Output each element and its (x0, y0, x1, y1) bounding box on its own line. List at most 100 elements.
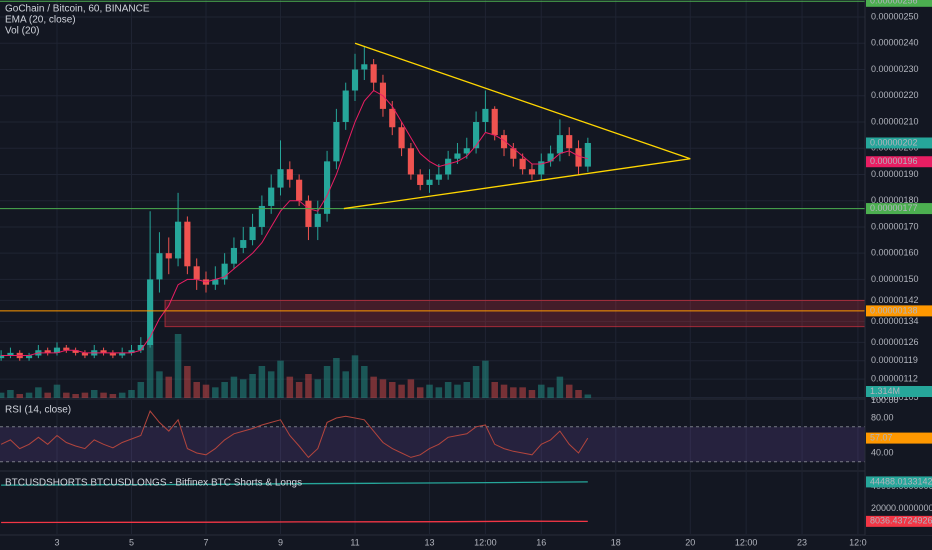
price-axis (865, 0, 932, 535)
candle-body (473, 121, 480, 149)
candle-body (258, 205, 265, 227)
x-tick-label: 12:0 (849, 537, 867, 547)
pane (1, 472, 859, 534)
volume-bar (72, 394, 79, 398)
y-tick-label: 0.00000230 (871, 64, 919, 74)
volume-bar (454, 384, 461, 398)
candle-body (137, 345, 144, 351)
volume-bar (239, 379, 247, 398)
candle-body (25, 355, 33, 359)
candle-body (212, 279, 219, 285)
candle-body (547, 153, 554, 162)
candle-body (370, 64, 377, 83)
y-tick-label: 40.00 (871, 447, 894, 457)
legend-shorts-longs: BTCUSDSHORTS BTCUSDLONGS - Bitfinex BTC … (5, 478, 302, 489)
candle-body (174, 221, 182, 259)
volume-bar (249, 374, 256, 398)
volume-bar (25, 392, 33, 398)
y-tick-label: 0.00000250 (871, 11, 919, 21)
price-tag: 0.00000196 (870, 156, 918, 166)
price-tag: 0.00000138 (870, 305, 918, 315)
candle-body (0, 355, 5, 359)
x-tick-label: 12:00 (474, 537, 497, 547)
y-tick-label: 0.00000180 (871, 195, 919, 205)
candle-body (147, 279, 154, 346)
price-tag-bg (866, 137, 932, 149)
candle-body (351, 69, 359, 91)
volume-bar (286, 376, 294, 398)
price-tag: 1.314M (870, 386, 900, 396)
candle-body (361, 64, 368, 70)
y-tick-label: 0.00000134 (871, 316, 919, 326)
candle-body (221, 263, 228, 280)
volume-bar (565, 384, 573, 398)
volume-bar (444, 382, 452, 398)
series-line (1, 520, 588, 524)
volume-bar (100, 392, 107, 398)
y-tick-label: 0.00000220 (871, 90, 919, 100)
volume-bar (500, 384, 508, 398)
volume-bar (277, 360, 284, 398)
volume-bar (267, 371, 275, 398)
candle-body (510, 148, 517, 159)
pane (0, 400, 865, 470)
price-tag-bg (866, 305, 932, 317)
volume-bar (361, 366, 368, 398)
price-tag-bg (866, 385, 932, 397)
y-tick-label: 0.00000119 (871, 355, 918, 365)
volume-bar (137, 382, 145, 398)
x-tick-label: 5 (129, 537, 134, 547)
candle-body (324, 161, 331, 214)
y-tick-label: 0.00000126 (871, 337, 919, 347)
price-tag: 8036.43724926 (870, 516, 932, 526)
candle-body (72, 350, 79, 353)
candle-body (482, 108, 489, 122)
candle-body (342, 90, 349, 122)
legend-volume: Vol (20) (5, 26, 39, 37)
candle-body (268, 187, 275, 206)
legend-title: GoChain / Bitcoin, 60, BINANCE (5, 4, 150, 15)
volume-bar (528, 390, 536, 398)
x-tick-label: 16 (536, 537, 546, 547)
price-tag-bg (866, 515, 932, 527)
x-tick-label: 3 (54, 537, 59, 547)
volume-bar (314, 379, 322, 398)
volume-bar (90, 390, 98, 398)
volume-bar (538, 384, 545, 398)
x-tick-label: 18 (611, 537, 621, 547)
candle-body (584, 142, 591, 167)
y-tick-label: 0.00000112 (871, 373, 918, 383)
candle-body (426, 179, 433, 185)
price-tag: 0.00000177 (870, 203, 918, 213)
price-tag-bg (866, 0, 932, 7)
y-tick-label: 80.00 (871, 412, 894, 422)
rsi-band (0, 426, 865, 462)
volume-bar (184, 366, 191, 398)
volume-bar (416, 387, 424, 398)
candle-body (81, 352, 89, 356)
volume-bar (426, 384, 433, 398)
candle-body (556, 135, 563, 154)
trend-line (354, 42, 691, 160)
volume-bar (53, 384, 61, 398)
candle-body (296, 179, 303, 201)
candle-body (575, 148, 582, 167)
volume-bar (202, 384, 210, 398)
candle-body (491, 108, 498, 136)
candle-body (538, 161, 545, 175)
volume-bar (482, 360, 489, 398)
candle-body (193, 266, 200, 280)
price-tag-bg (866, 476, 932, 488)
pane (0, 0, 865, 398)
candle-body (445, 158, 452, 175)
volume-bar (63, 392, 70, 398)
candle-body (566, 135, 573, 149)
volume-bar (519, 387, 526, 398)
candle-body (156, 253, 163, 280)
candle-body (165, 253, 172, 259)
volume-bar (463, 382, 471, 398)
candle-body (463, 148, 470, 154)
y-tick-label: 0.00000150 (871, 274, 919, 284)
candle-body (249, 226, 256, 241)
price-tag: 0.00000256 (870, 0, 918, 6)
